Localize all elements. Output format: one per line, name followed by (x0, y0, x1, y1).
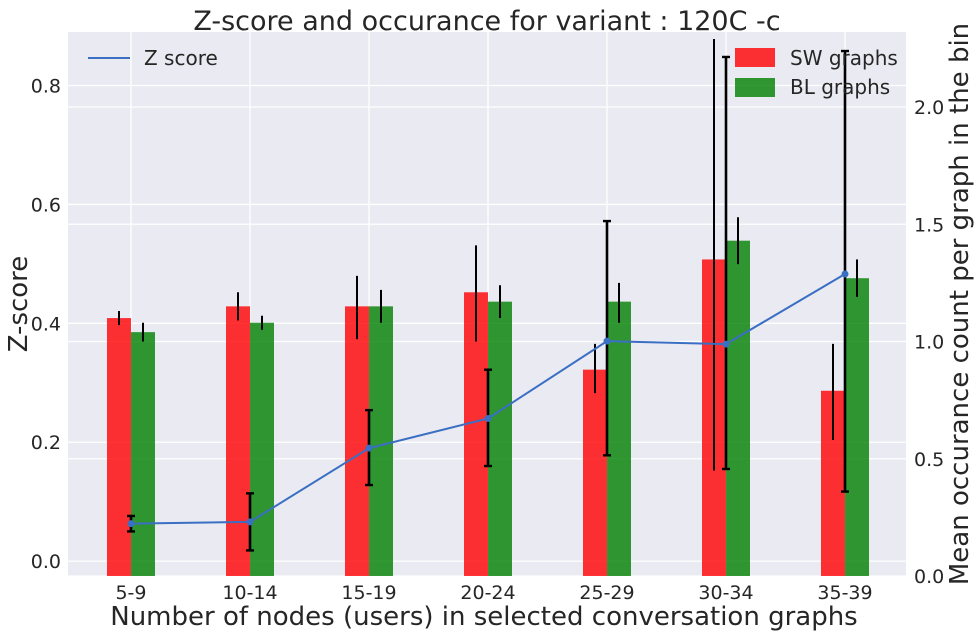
bars (107, 39, 869, 577)
z-score-point (603, 337, 611, 345)
bar-bl (845, 278, 869, 576)
z-score-point (127, 520, 135, 528)
z-score-line-layer (127, 49, 849, 552)
z-score-point (841, 270, 849, 278)
z-score-point (722, 340, 730, 348)
ticks: 0.0 0.2 0.4 0.6 0.8 0.0 0.5 1.0 1.5 2.0 5-9 10-14 15… (31, 76, 944, 604)
z-score-point (484, 414, 492, 422)
y2-axis-label: Mean occurance count per graph in the bi… (945, 23, 975, 585)
legend-z-score-label: Z score (144, 46, 218, 70)
z-score-point (246, 518, 254, 526)
y-tick-label: 0.0 (31, 551, 61, 573)
bar-bl (726, 240, 750, 577)
x-tick-label: 20-24 (460, 582, 515, 604)
bar-bl (488, 301, 512, 576)
legend-sw-swatch (735, 48, 775, 67)
x-tick-label: 25-29 (579, 582, 634, 604)
y2-tick-label: 1.0 (914, 332, 944, 354)
y2-tick-label: 0.0 (914, 566, 944, 588)
bar-bl (250, 322, 274, 576)
chart-title: Z-score and occurance for variant : 120C… (193, 6, 780, 37)
bar-bl (131, 332, 155, 576)
x-tick-label: 10-14 (222, 582, 277, 604)
legend-bl-swatch (735, 78, 775, 97)
legend-right: SW graphs BL graphs (735, 46, 898, 99)
bar-sw (107, 318, 131, 576)
y-tick-label: 0.4 (31, 313, 61, 335)
legend-sw-label: SW graphs (790, 46, 898, 70)
z-score-point (365, 444, 373, 452)
x-axis-label: Number of nodes (users) in selected conv… (110, 602, 857, 632)
y-tick-label: 0.8 (31, 76, 61, 98)
bar-sw (226, 306, 250, 576)
y2-tick-label: 1.5 (914, 214, 944, 236)
bar-sw (345, 306, 369, 576)
x-tick-label: 15-19 (341, 582, 396, 604)
y2-tick-label: 2.0 (914, 97, 944, 119)
bar-sw (583, 369, 607, 576)
legend-bl-label: BL graphs (790, 75, 890, 99)
y-axis-label: Z-score (4, 256, 34, 353)
bar-bl (369, 306, 393, 576)
y-tick-label: 0.6 (31, 194, 61, 216)
x-tick-label: 30-34 (698, 582, 753, 604)
y2-tick-label: 0.5 (914, 449, 944, 471)
x-tick-label: 35-39 (817, 582, 872, 604)
y-tick-label: 0.2 (31, 432, 61, 454)
legend-left: Z score (88, 46, 218, 70)
x-tick-label: 5-9 (115, 582, 146, 604)
bar-bl (607, 301, 631, 576)
